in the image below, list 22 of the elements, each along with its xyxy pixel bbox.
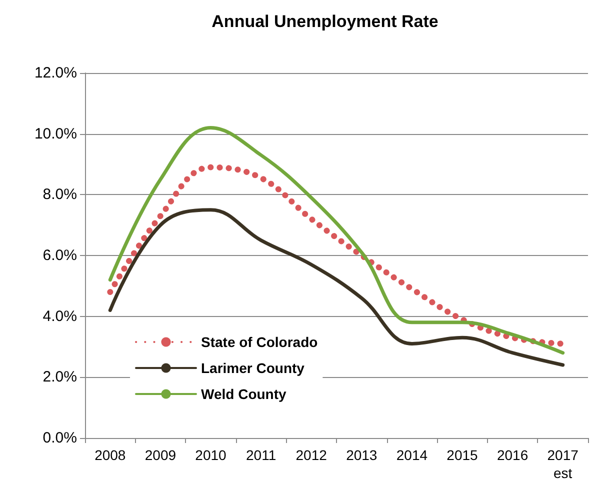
y-tick-label: 2.0% [42, 368, 77, 386]
legend-label: Weld County [201, 386, 287, 402]
x-tick-label: 2011 [246, 447, 276, 463]
x-tick-label: 2013 [346, 447, 378, 463]
y-tick-label: 8.0% [42, 186, 77, 204]
x-tick-label: 2017 est [547, 447, 579, 481]
x-tick-label: 2014 [396, 447, 428, 463]
line-series [108, 126, 565, 355]
chart-title: Annual Unemployment Rate [212, 12, 438, 31]
y-tick-label: 6.0% [42, 247, 77, 264]
x-tick-label: 2012 [296, 447, 328, 463]
x-tick-label: 2008 [94, 447, 126, 463]
y-tick-label: 4.0% [42, 308, 77, 325]
x-tick-label: 2016 [496, 447, 528, 463]
x-tick-label: 2009 [144, 447, 176, 463]
y-tick-label: 10.0% [34, 125, 77, 142]
y-tick-label: 0.0% [42, 430, 77, 446]
y-tick-label: 12.0% [34, 64, 77, 82]
x-tick-label: 2015 [446, 447, 478, 463]
legend-label: State of Colorado [201, 334, 318, 350]
legend-label: Larimer County [201, 360, 305, 376]
x-tick-label: 2010 [195, 447, 227, 463]
